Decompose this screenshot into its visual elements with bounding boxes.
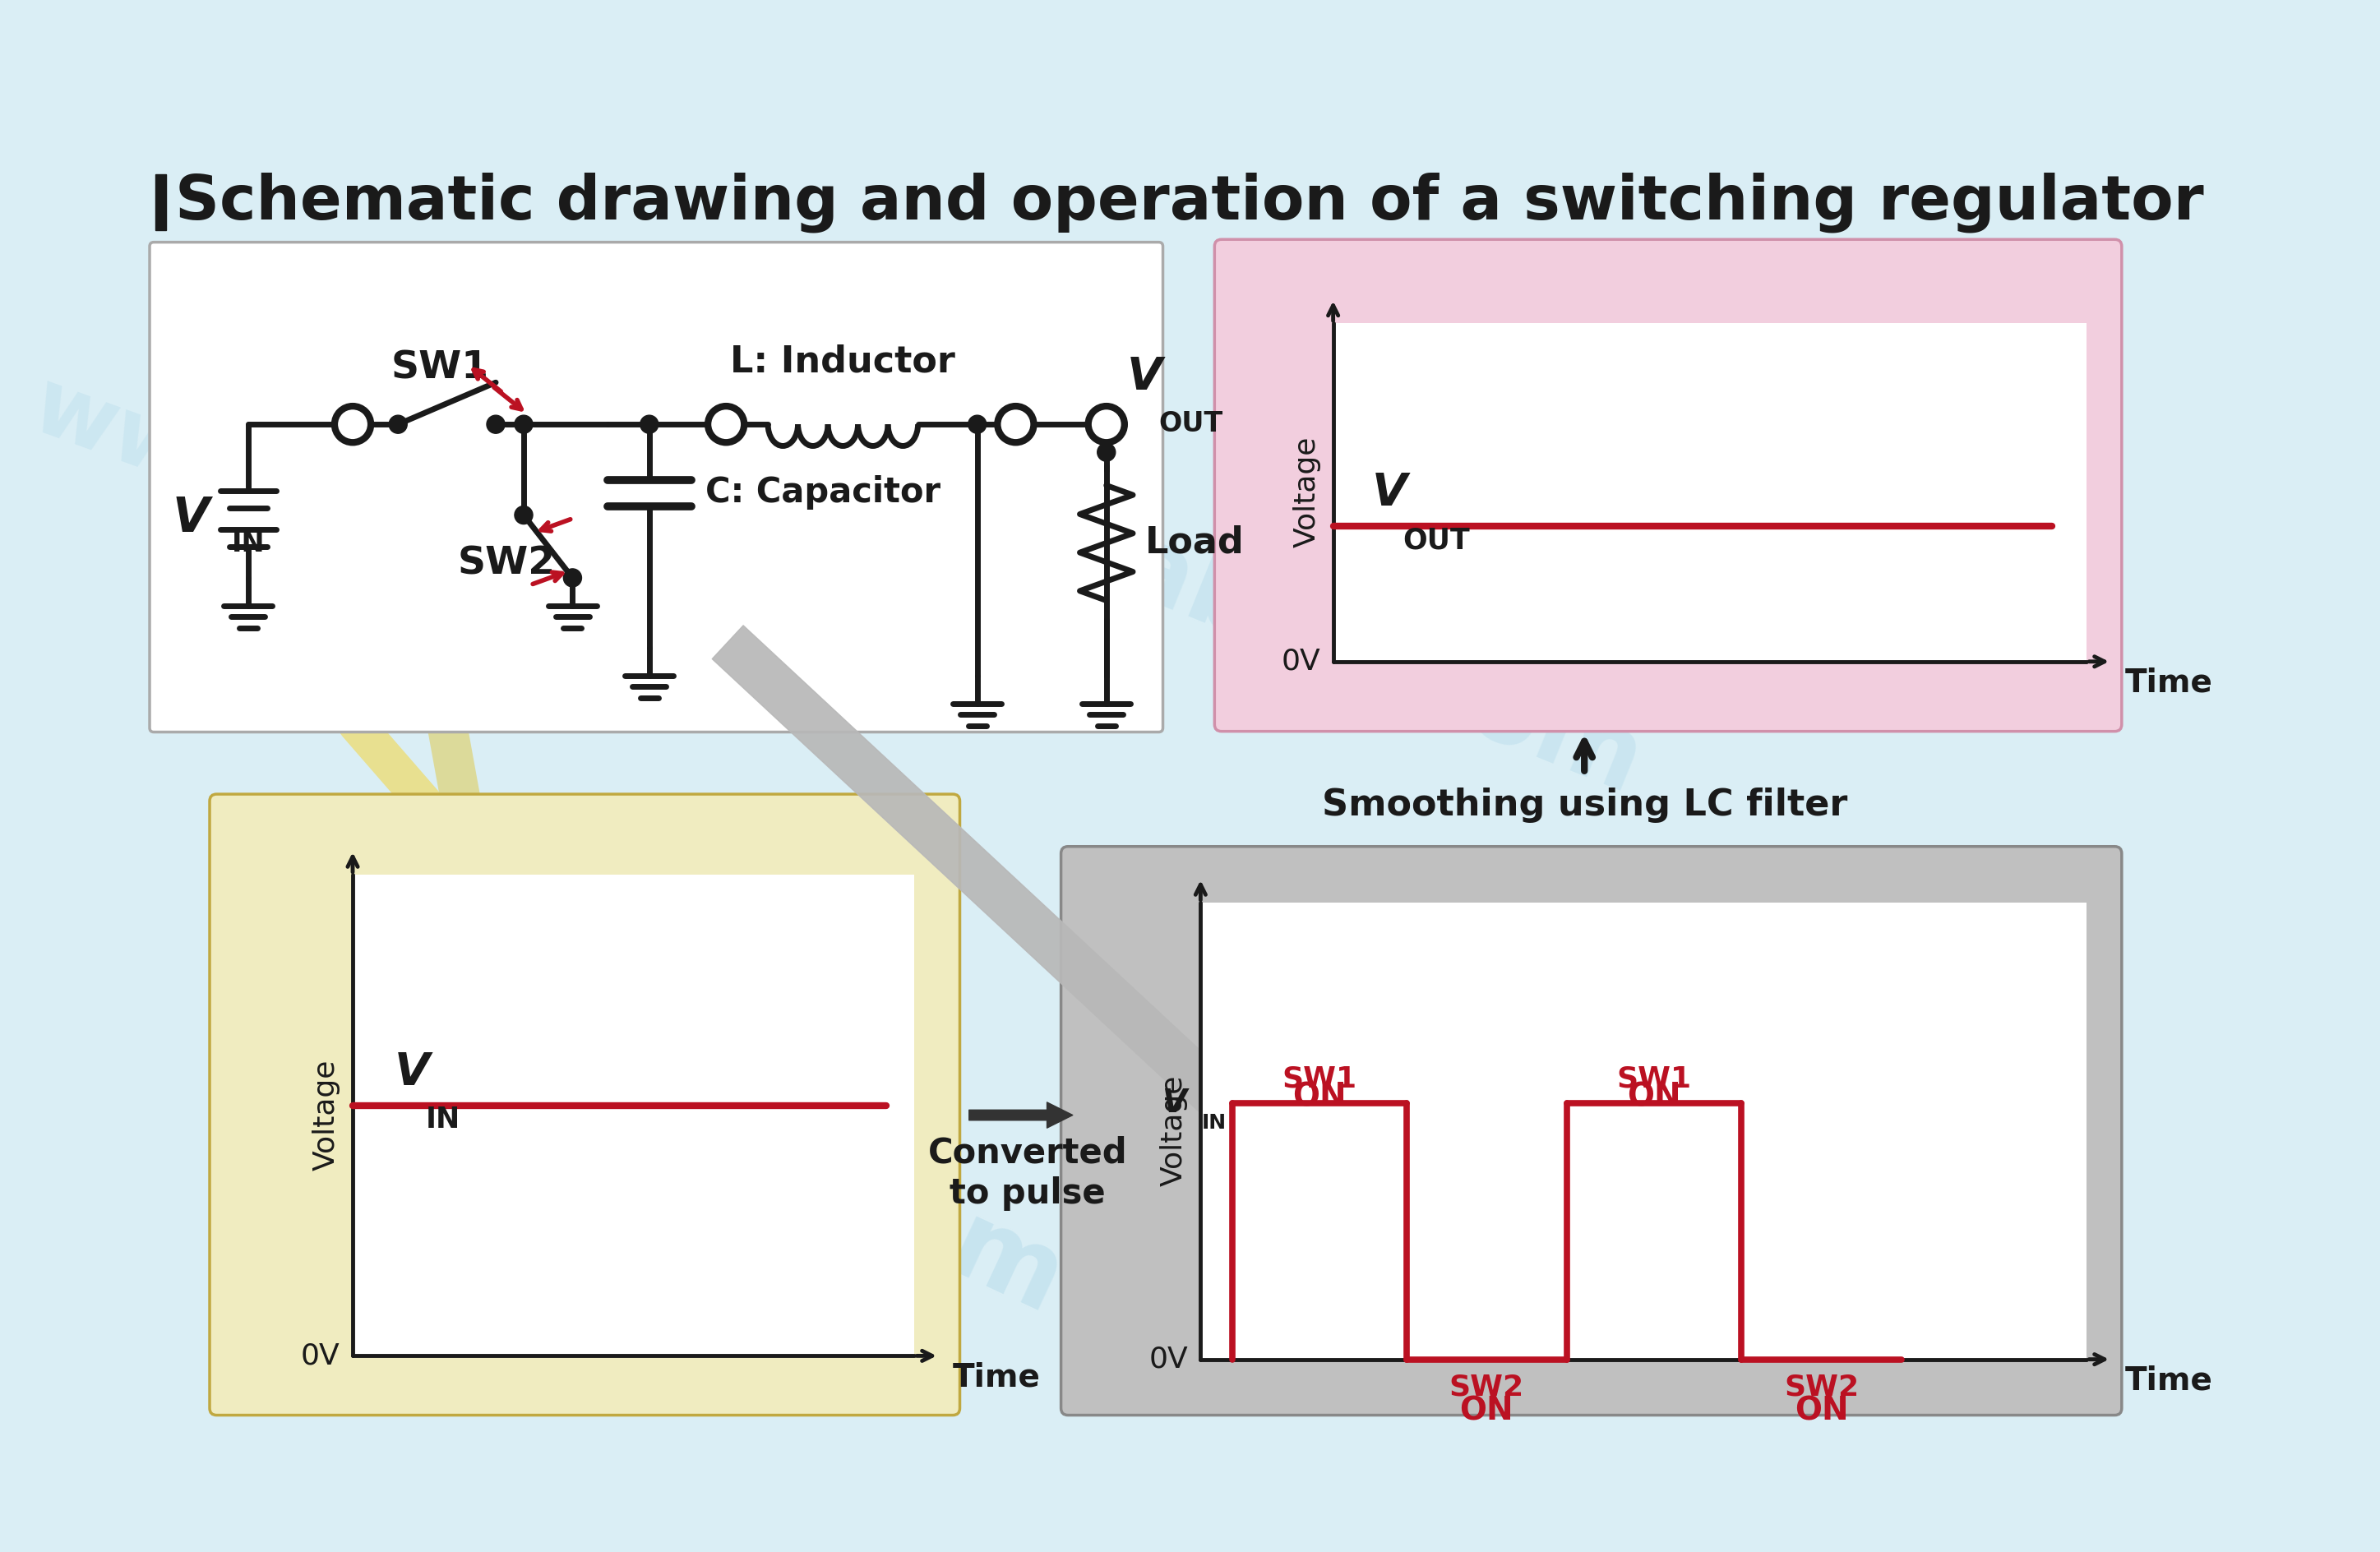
Text: Load: Load [1145, 525, 1245, 560]
Circle shape [514, 416, 533, 433]
Circle shape [564, 568, 581, 587]
Text: SW2: SW2 [1449, 1374, 1523, 1401]
Text: ON: ON [1628, 1082, 1680, 1113]
Text: Voltage: Voltage [1159, 1076, 1188, 1186]
Text: Time: Time [2125, 1364, 2213, 1397]
Text: Converted
to pulse: Converted to pulse [928, 1136, 1128, 1211]
FancyArrowPatch shape [712, 625, 1423, 1288]
Text: www.ablic.com: www.ablic.com [205, 854, 1081, 1336]
Circle shape [969, 416, 985, 433]
Text: OUT: OUT [1402, 526, 1471, 554]
Circle shape [1088, 407, 1123, 442]
Text: SW1: SW1 [390, 351, 488, 386]
Text: SW1: SW1 [1283, 1065, 1357, 1093]
Text: V: V [1371, 472, 1407, 515]
Circle shape [388, 416, 407, 433]
Bar [155, 174, 167, 230]
Text: ON: ON [1795, 1395, 1849, 1426]
Text: Time: Time [952, 1361, 1040, 1392]
Text: Smoothing using LC filter: Smoothing using LC filter [1321, 787, 1847, 823]
Bar [1333, 323, 2087, 661]
Text: SW1: SW1 [1616, 1065, 1692, 1093]
Circle shape [514, 506, 533, 525]
FancyBboxPatch shape [150, 242, 1164, 733]
Text: IN: IN [426, 1105, 462, 1133]
Text: ON: ON [1459, 1395, 1514, 1426]
Text: IN: IN [231, 531, 267, 557]
Text: V: V [171, 495, 209, 542]
Text: SW2: SW2 [1785, 1374, 1859, 1401]
Text: 0V: 0V [1150, 1346, 1188, 1374]
Circle shape [707, 407, 745, 442]
Text: C: Capacitor: C: Capacitor [704, 475, 940, 511]
Text: OUT: OUT [1159, 410, 1223, 438]
Circle shape [486, 416, 505, 433]
Text: ON: ON [1292, 1082, 1347, 1113]
Bar [352, 874, 914, 1356]
Text: Voltage: Voltage [1292, 436, 1321, 548]
Circle shape [336, 407, 371, 442]
Text: 0V: 0V [1280, 647, 1321, 675]
Text: SW2: SW2 [457, 545, 555, 582]
Text: L: Inductor: L: Inductor [731, 345, 954, 379]
Text: IN: IN [1202, 1113, 1226, 1133]
FancyBboxPatch shape [1214, 239, 2121, 731]
Text: Schematic drawing and operation of a switching regulator: Schematic drawing and operation of a swi… [174, 172, 2204, 233]
FancyBboxPatch shape [1061, 846, 2121, 1415]
Text: Voltage: Voltage [312, 1060, 340, 1170]
Circle shape [997, 407, 1033, 442]
Text: 0V: 0V [300, 1342, 340, 1370]
Text: V: V [1161, 1088, 1188, 1119]
Bar [1200, 902, 2087, 1360]
Circle shape [1097, 444, 1116, 461]
Text: www.ablic.com: www.ablic.com [19, 363, 776, 709]
FancyBboxPatch shape [209, 795, 959, 1415]
Circle shape [640, 416, 659, 433]
Text: V: V [395, 1051, 431, 1096]
Text: Time: Time [2125, 667, 2213, 698]
Text: www.ablic.com: www.ablic.com [814, 397, 1656, 815]
Text: V: V [1128, 355, 1164, 400]
